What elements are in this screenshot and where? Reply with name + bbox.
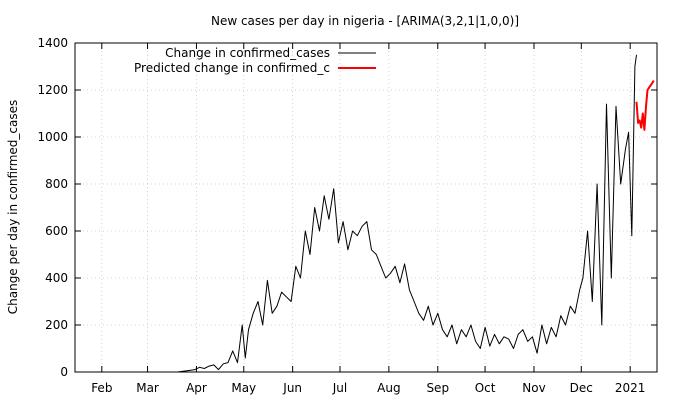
x-tick-label: Aug [377, 381, 400, 395]
x-tick-label: Sep [426, 381, 449, 395]
x-tick-label: May [231, 381, 256, 395]
legend-label-2: Predicted change in confirmed_c [134, 61, 330, 75]
y-tick-label: 600 [45, 224, 68, 238]
x-tick-label: Feb [91, 381, 112, 395]
x-tick-label: 2021 [615, 381, 646, 395]
y-tick-label: 400 [45, 271, 68, 285]
x-tick-label: Jun [282, 381, 302, 395]
x-tick-label: Dec [570, 381, 593, 395]
series-layer [177, 54, 655, 373]
legend-label-1: Change in confirmed_cases [165, 46, 330, 60]
plot-frame [74, 42, 658, 373]
y-tick-label: 1000 [37, 130, 68, 144]
x-tick-label: Nov [522, 381, 545, 395]
grid [75, 43, 657, 372]
x-tick-label: Apr [186, 381, 207, 395]
x-tick-label: Mar [136, 381, 159, 395]
chart-title: New cases per day in nigeria - [ARIMA(3,… [211, 14, 519, 28]
y-tick-label: 1400 [37, 36, 68, 50]
series-line-2 [635, 80, 655, 131]
y-tick-label: 200 [45, 318, 68, 332]
x-tick-label: Jul [332, 381, 347, 395]
series-line-1 [177, 54, 637, 373]
ticks: 0 200 400 600 800 1000 1200 1400 Feb Mar Apr May Jun… [37, 36, 657, 395]
x-tick-label: Oct [475, 381, 496, 395]
y-axis-label: Change per day in confirmed_cases [6, 100, 20, 315]
y-tick-label: 800 [45, 177, 68, 191]
y-tick-label: 0 [60, 365, 68, 379]
y-tick-label: 1200 [37, 83, 68, 97]
